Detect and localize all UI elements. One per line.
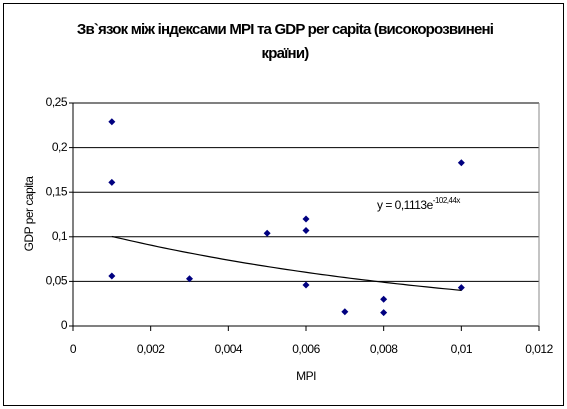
y-tick-label: 0,1 [52, 229, 68, 243]
y-tick-label: 0,05 [46, 274, 68, 288]
point [108, 178, 116, 186]
point [108, 272, 116, 280]
x-tick-label: 0,002 [137, 342, 165, 356]
point [302, 281, 310, 289]
point [302, 215, 310, 223]
equation-exponent: -102,44x [433, 196, 461, 205]
point [341, 308, 349, 316]
point [457, 284, 465, 292]
y-tick-label: 0,15 [46, 184, 68, 198]
x-tick-label: 0 [70, 342, 77, 356]
equation-base: y = 0,1113e [377, 198, 434, 212]
point [380, 295, 388, 303]
y-tick-label: 0 [61, 318, 68, 332]
y-axis-title: GDP per capita [22, 176, 36, 252]
x-tick-label: 0,008 [370, 342, 398, 356]
y-tick-label: 0,25 [46, 95, 68, 109]
point [186, 275, 193, 283]
x-tick-label: 0,012 [525, 342, 553, 356]
trendline [111, 235, 462, 291]
x-tick-label: 0,01 [451, 342, 473, 356]
chart-border [3, 3, 564, 406]
x-tick-label: 0,004 [215, 342, 243, 356]
x-tick-label: 0,006 [292, 342, 320, 356]
point [108, 118, 116, 126]
chart-title: Зв`язок між індексами MPI та GDP per cap… [76, 21, 494, 62]
point [302, 227, 310, 235]
trendline-equation: y = 0,1113e-102,44x [377, 196, 460, 212]
x-axis-title: MPI [296, 369, 316, 383]
point [263, 229, 271, 237]
point [380, 309, 388, 317]
y-tick-label: 0,2 [52, 140, 68, 154]
point [457, 159, 465, 167]
